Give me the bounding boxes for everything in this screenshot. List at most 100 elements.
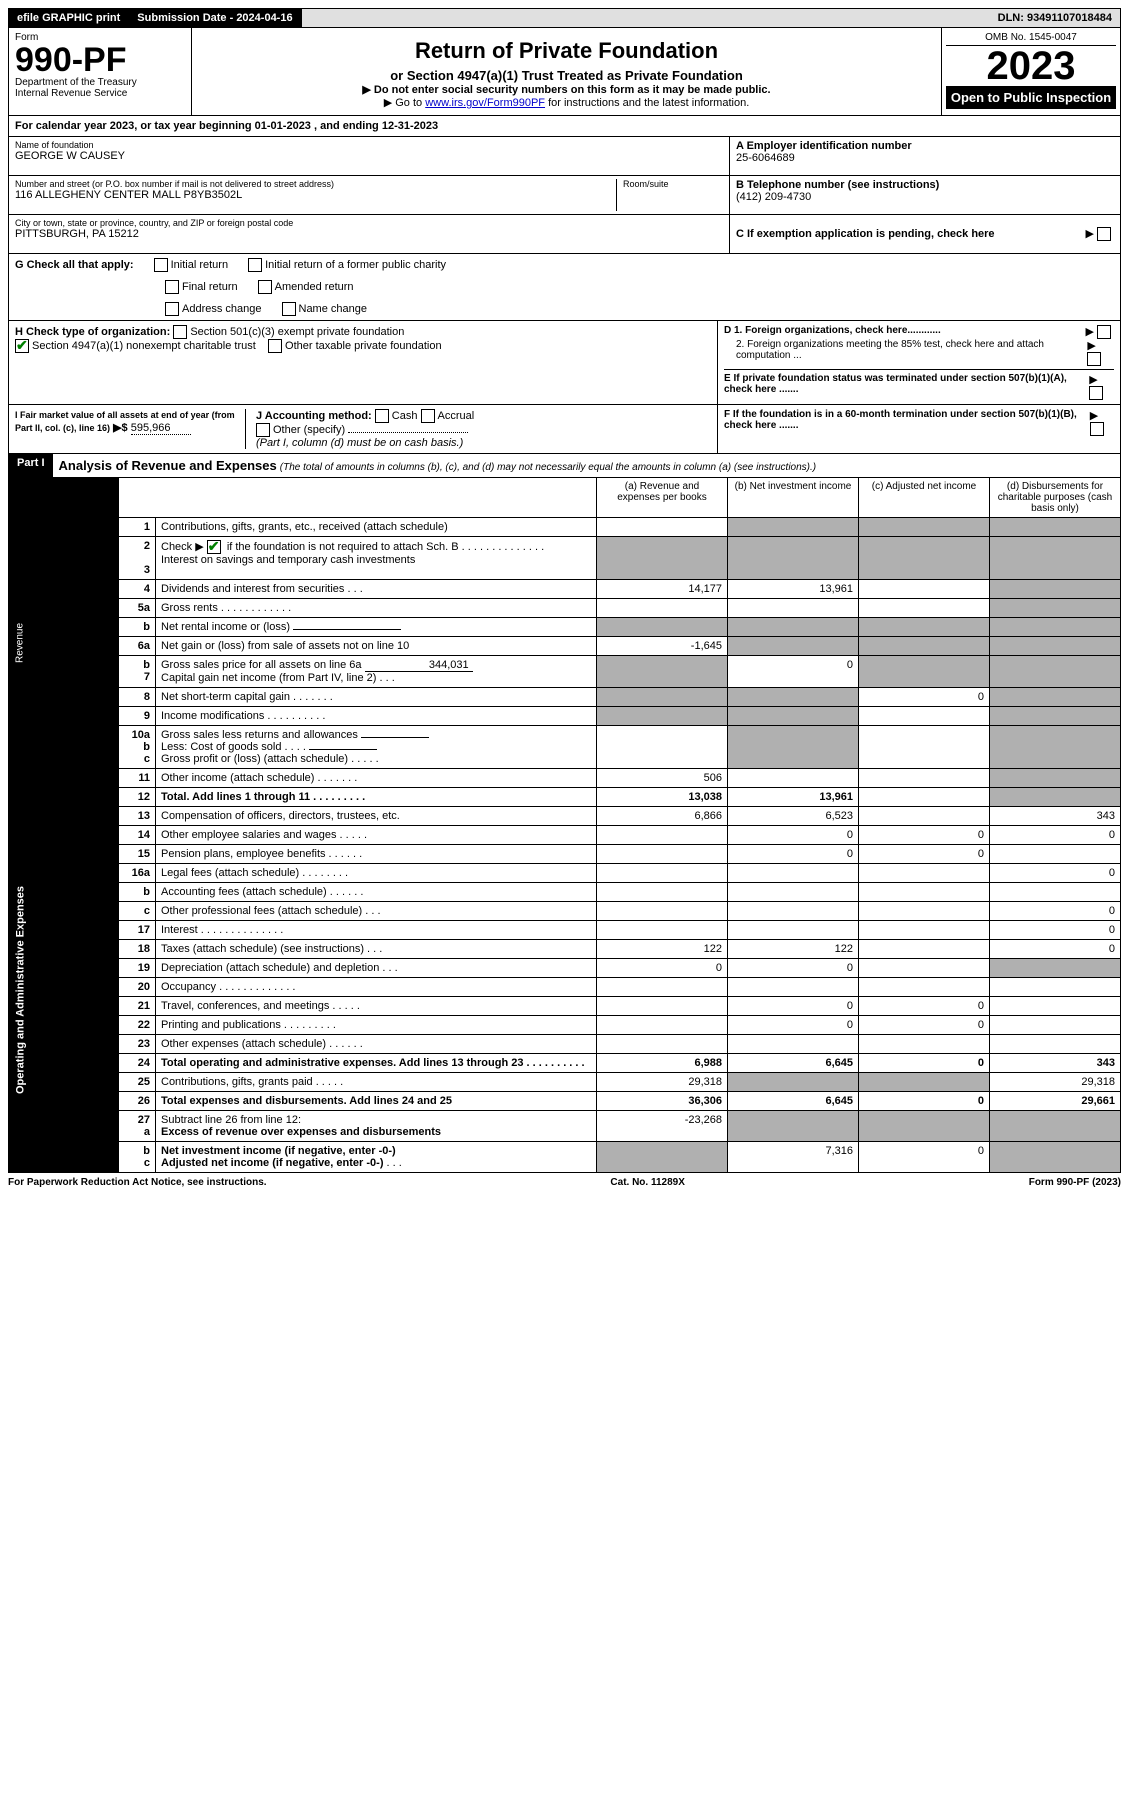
- line-19: 19Depreciation (attach schedule) and dep…: [9, 959, 1121, 978]
- checkbox-final[interactable]: [165, 280, 179, 294]
- checkbox-d1[interactable]: [1097, 325, 1111, 339]
- line-1: 1Contributions, gifts, grants, etc., rec…: [9, 518, 1121, 537]
- form-subtitle: or Section 4947(a)(1) Trust Treated as P…: [198, 68, 935, 83]
- irs: Internal Revenue Service: [15, 88, 185, 99]
- foundation-info: Name of foundation GEORGE W CAUSEY Numbe…: [8, 137, 1121, 254]
- dept: Department of the Treasury: [15, 77, 185, 88]
- line-20: 20Occupancy . . . . . . . . . . . . .: [9, 978, 1121, 997]
- note-ssn: ▶ Do not enter social security numbers o…: [198, 83, 935, 96]
- checkbox-501c3[interactable]: [173, 325, 187, 339]
- form-header: Form 990-PF Department of the Treasury I…: [8, 28, 1121, 116]
- checkbox-cash[interactable]: [375, 409, 389, 423]
- col-d-header: (d) Disbursements for charitable purpose…: [990, 478, 1121, 518]
- checkbox-schb[interactable]: [207, 540, 221, 554]
- line-6a: 6aNet gain or (loss) from sale of assets…: [9, 637, 1121, 656]
- part1-note: (The total of amounts in columns (b), (c…: [280, 462, 816, 473]
- line-27bc: bcNet investment income (if negative, en…: [9, 1142, 1121, 1173]
- foundation-name: GEORGE W CAUSEY: [15, 150, 723, 162]
- expenses-side-label: Operating and Administrative Expenses: [9, 807, 119, 1173]
- checkbox-address[interactable]: [165, 302, 179, 316]
- form-number: 990-PF: [15, 43, 185, 77]
- part1-title: Analysis of Revenue and Expenses: [59, 458, 277, 473]
- tax-year: 2023: [946, 46, 1116, 86]
- address-row: Number and street (or P.O. box number if…: [9, 176, 729, 215]
- checkbox-amended[interactable]: [258, 280, 272, 294]
- col-c-header: (c) Adjusted net income: [859, 478, 990, 518]
- ein-cell: A Employer identification number 25-6064…: [730, 137, 1120, 176]
- line-12: 12Total. Add lines 1 through 11 . . . . …: [9, 788, 1121, 807]
- year-end: 12-31-2023: [382, 120, 438, 132]
- line-26: 26Total expenses and disbursements. Add …: [9, 1092, 1121, 1111]
- part1-label: Part I: [9, 454, 53, 477]
- header-right: OMB No. 1545-0047 2023 Open to Public In…: [941, 28, 1120, 115]
- form-link[interactable]: www.irs.gov/Form990PF: [425, 97, 545, 109]
- checkbox-initial[interactable]: [154, 258, 168, 272]
- checkbox-4947[interactable]: [15, 339, 29, 353]
- dln: DLN: 93491107018484: [990, 9, 1120, 27]
- line-21: 21Travel, conferences, and meetings . . …: [9, 997, 1121, 1016]
- exemption-pending: C If exemption application is pending, c…: [730, 215, 1120, 254]
- line-5b: bNet rental income or (loss): [9, 618, 1121, 637]
- j-note: (Part I, column (d) must be on cash basi…: [256, 437, 463, 449]
- foundation-name-cell: Name of foundation GEORGE W CAUSEY: [9, 137, 729, 176]
- line-16c: cOther professional fees (attach schedul…: [9, 902, 1121, 921]
- line-4: 4Dividends and interest from securities …: [9, 580, 1121, 599]
- line-8: 8Net short-term capital gain . . . . . .…: [9, 688, 1121, 707]
- form-title: Return of Private Foundation: [198, 38, 935, 64]
- checkbox-f[interactable]: [1090, 422, 1104, 436]
- ein-value: 25-6064689: [736, 152, 1114, 164]
- part1-header-row: Part I Analysis of Revenue and Expenses …: [8, 454, 1121, 477]
- checkbox-other-taxable[interactable]: [268, 339, 282, 353]
- col-a-header: (a) Revenue and expenses per books: [597, 478, 728, 518]
- footer: For Paperwork Reduction Act Notice, see …: [8, 1173, 1121, 1188]
- checkbox-e[interactable]: [1089, 386, 1103, 400]
- city-row: City or town, state or province, country…: [9, 215, 729, 254]
- revenue-side-label: Revenue: [9, 478, 119, 807]
- line-25: 25Contributions, gifts, grants paid . . …: [9, 1073, 1121, 1092]
- year-begin: 01-01-2023: [255, 120, 311, 132]
- g-section: G Check all that apply: Initial return I…: [8, 254, 1121, 321]
- footer-right: Form 990-PF (2023): [1029, 1177, 1121, 1188]
- foundation-address: 116 ALLEGHENY CENTER MALL P8YB3502L: [15, 189, 616, 201]
- line-14: 14Other employee salaries and wages . . …: [9, 826, 1121, 845]
- line-22: 22Printing and publications . . . . . . …: [9, 1016, 1121, 1035]
- calendar-year-row: For calendar year 2023, or tax year begi…: [8, 116, 1121, 137]
- room-label: Room/suite: [623, 179, 723, 189]
- ijf-section: I Fair market value of all assets at end…: [8, 405, 1121, 454]
- gross-sales-6a: 344,031: [365, 659, 473, 672]
- foundation-city: PITTSBURGH, PA 15212: [15, 228, 723, 240]
- line-17: 17Interest . . . . . . . . . . . . . .0: [9, 921, 1121, 940]
- line-16b: bAccounting fees (attach schedule) . . .…: [9, 883, 1121, 902]
- line-15: 15Pension plans, employee benefits . . .…: [9, 845, 1121, 864]
- header-center: Return of Private Foundation or Section …: [192, 28, 941, 115]
- footer-left: For Paperwork Reduction Act Notice, see …: [8, 1177, 267, 1188]
- open-public: Open to Public Inspection: [946, 86, 1116, 109]
- line-10: 10abcGross sales less returns and allowa…: [9, 726, 1121, 769]
- checkbox-accrual[interactable]: [421, 409, 435, 423]
- line-24: 24Total operating and administrative exp…: [9, 1054, 1121, 1073]
- top-bar: efile GRAPHIC print Submission Date - 20…: [8, 8, 1121, 28]
- checkbox-name-change[interactable]: [282, 302, 296, 316]
- line-11: 11Other income (attach schedule) . . . .…: [9, 769, 1121, 788]
- line-18: 18Taxes (attach schedule) (see instructi…: [9, 940, 1121, 959]
- checkbox-other-method[interactable]: [256, 423, 270, 437]
- header-left: Form 990-PF Department of the Treasury I…: [9, 28, 192, 115]
- submission-date: Submission Date - 2024-04-16: [129, 9, 301, 27]
- line-13: Operating and Administrative Expenses13C…: [9, 807, 1121, 826]
- line-23: 23Other expenses (attach schedule) . . .…: [9, 1035, 1121, 1054]
- analysis-table: Revenue (a) Revenue and expenses per boo…: [8, 477, 1121, 1173]
- checkbox-d2[interactable]: [1087, 352, 1101, 366]
- line-27: 27aSubtract line 26 from line 12:Excess …: [9, 1111, 1121, 1142]
- line-2-3: 23Check ▶ if the foundation is not requi…: [9, 537, 1121, 580]
- note-goto: ▶ Go to www.irs.gov/Form990PF for instru…: [198, 96, 935, 109]
- checkbox-c[interactable]: [1097, 227, 1111, 241]
- phone-value: (412) 209-4730: [736, 191, 1114, 203]
- checkbox-initial-former[interactable]: [248, 258, 262, 272]
- fmv-value: 595,966: [131, 422, 191, 435]
- efile-label: efile GRAPHIC print: [9, 9, 129, 27]
- col-b-header: (b) Net investment income: [728, 478, 859, 518]
- footer-center: Cat. No. 11289X: [610, 1177, 684, 1188]
- line-16a: 16aLegal fees (attach schedule) . . . . …: [9, 864, 1121, 883]
- line-6b-7: b7Gross sales price for all assets on li…: [9, 656, 1121, 688]
- h-row: H Check type of organization: Section 50…: [15, 325, 711, 339]
